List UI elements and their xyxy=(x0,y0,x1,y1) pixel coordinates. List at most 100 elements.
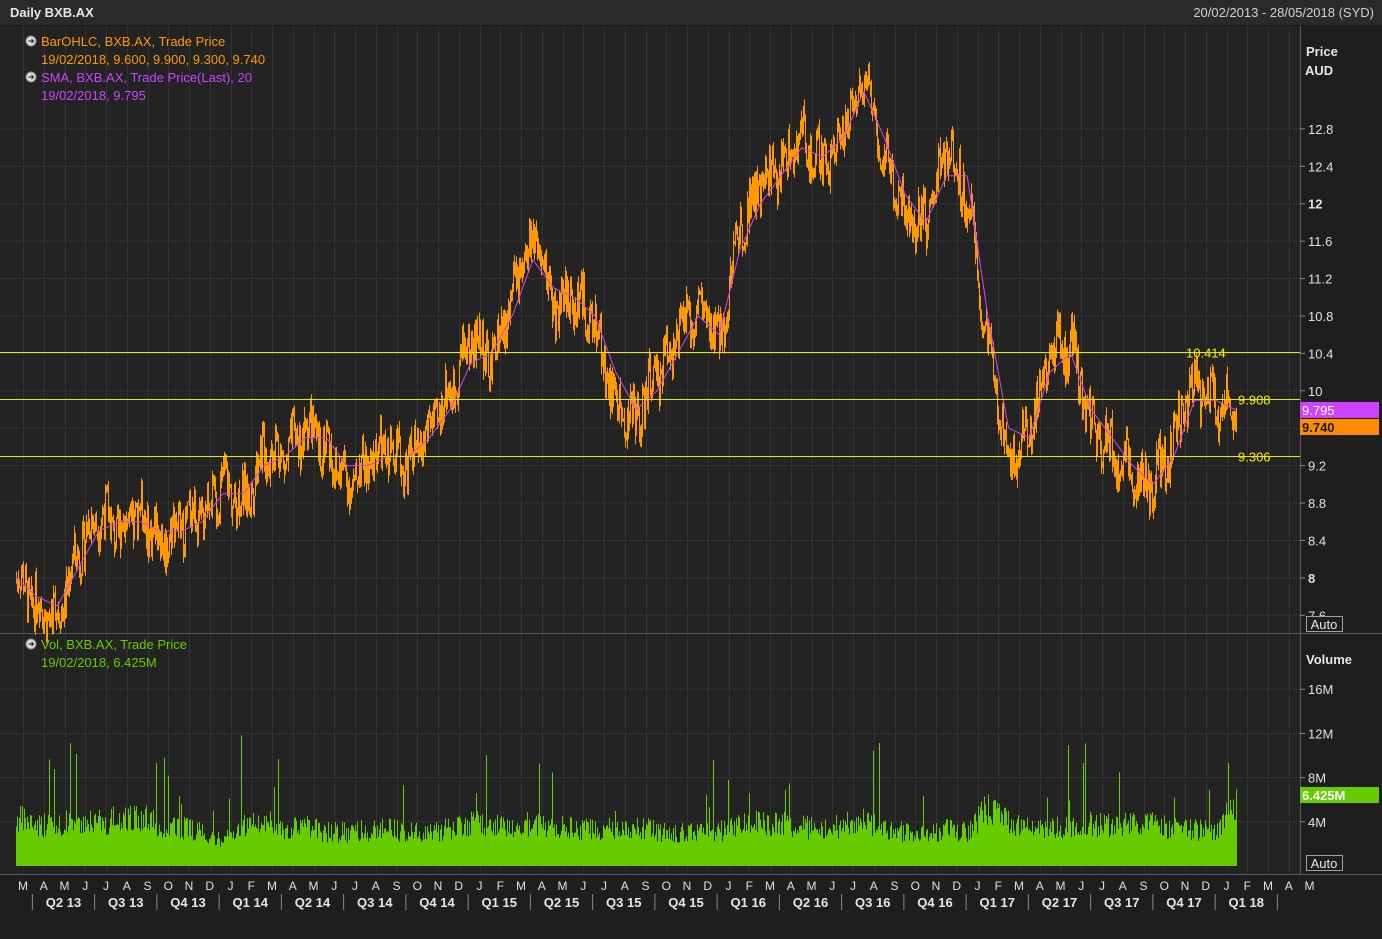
month-label: M xyxy=(267,879,277,893)
price-axis-title: Price xyxy=(1306,44,1338,59)
quarter-label: Q3 15 xyxy=(606,895,641,910)
sma-last-tag xyxy=(1300,401,1379,418)
price-auto-label[interactable]: Auto xyxy=(1311,617,1338,632)
month-label: F xyxy=(1244,879,1251,893)
month-label: M xyxy=(765,879,775,893)
title-bar xyxy=(0,0,1382,25)
month-label: D xyxy=(952,879,961,893)
price-auto-button-frame[interactable] xyxy=(1306,616,1343,632)
month-label: A xyxy=(123,879,131,893)
quarter-label: Q4 17 xyxy=(1166,895,1201,910)
price-tick-label: 10 xyxy=(1308,384,1322,399)
month-label: M xyxy=(807,879,817,893)
month-label: O xyxy=(164,879,173,893)
quarter-label: Q3 13 xyxy=(108,895,143,910)
month-label: A xyxy=(1119,879,1127,893)
month-label: J xyxy=(82,879,88,893)
month-label: F xyxy=(746,879,753,893)
month-label: O xyxy=(1160,879,1169,893)
quarter-label: Q1 14 xyxy=(233,895,269,910)
quarter-label: Q4 16 xyxy=(917,895,952,910)
legend-series-name: SMA, BXB.AX, Trade Price(Last), 20 xyxy=(41,70,252,85)
month-label: A xyxy=(787,879,795,893)
month-label: S xyxy=(890,879,898,893)
month-label: N xyxy=(1181,879,1190,893)
price-tick-label: 10.8 xyxy=(1308,309,1333,324)
volume-last-tag: 6.425M xyxy=(1300,787,1379,804)
month-label: A xyxy=(870,879,878,893)
price-tick-label: 9.2 xyxy=(1308,459,1326,474)
quarter-label: Q2 15 xyxy=(544,895,579,910)
month-label: M xyxy=(18,879,28,893)
quarter-label: Q3 17 xyxy=(1104,895,1139,910)
quarter-label: Q4 14 xyxy=(419,895,455,910)
price-plot-area xyxy=(0,26,1300,634)
sma-last-value: 9.795 xyxy=(1302,403,1335,418)
month-label: S xyxy=(392,879,400,893)
quarter-label: Q3 14 xyxy=(357,895,393,910)
month-label: N xyxy=(185,879,194,893)
date-range: 20/02/2013 - 28/05/2018 (SYD) xyxy=(1193,5,1374,20)
month-label: D xyxy=(703,879,712,893)
quarter-label: Q2 17 xyxy=(1042,895,1077,910)
price-tick-label: 12.4 xyxy=(1308,159,1333,174)
month-label: D xyxy=(205,879,214,893)
quarter-label: Q3 16 xyxy=(855,895,890,910)
legend-series-name: Vol, BXB.AX, Trade Price xyxy=(41,637,187,652)
month-label: O xyxy=(662,879,671,893)
month-label: J xyxy=(829,879,835,893)
price-tick-label: 8 xyxy=(1308,571,1315,586)
price-legend: BarOHLC, BXB.AX, Trade Price 19/02/2018, … xyxy=(25,34,265,103)
reference-line-label: 10.414 xyxy=(1186,346,1226,361)
month-label: N xyxy=(434,879,443,893)
volume-auto-button[interactable]: Auto xyxy=(1306,855,1343,872)
quarter-label: Q4 15 xyxy=(668,895,703,910)
month-label: O xyxy=(413,879,422,893)
volume-tick-label: 12M xyxy=(1308,726,1333,741)
month-label: J xyxy=(975,879,981,893)
month-label: A xyxy=(1285,879,1293,893)
month-label: F xyxy=(497,879,504,893)
month-label: A xyxy=(538,879,546,893)
volume-auto-button-frame[interactable] xyxy=(1306,855,1343,871)
volume-last-value: 6.425M xyxy=(1302,788,1345,803)
legend-series-values: 19/02/2018, 9.600, 9.900, 9.300, 9.740 xyxy=(41,52,265,67)
legend-arrow-icon xyxy=(28,641,35,647)
month-label: M xyxy=(558,879,568,893)
month-label: J xyxy=(1099,879,1105,893)
quarter-label: Q1 15 xyxy=(482,895,517,910)
quarter-label: Q4 13 xyxy=(170,895,205,910)
month-label: A xyxy=(1036,879,1044,893)
last-value-tags: 9.795 9.740 xyxy=(1300,401,1379,435)
month-label: S xyxy=(641,879,649,893)
month-label: S xyxy=(143,879,151,893)
volume-legend: Vol, BXB.AX, Trade Price 19/02/2018, 6.42… xyxy=(25,637,187,670)
month-label: J xyxy=(601,879,607,893)
quarter-label: Q1 16 xyxy=(731,895,766,910)
price-ohlc-series xyxy=(16,61,1237,645)
quarter-label: Q1 18 xyxy=(1229,895,1264,910)
month-label: M xyxy=(309,879,319,893)
month-label: J xyxy=(580,879,586,893)
price-tick-label: 12.8 xyxy=(1308,122,1333,137)
volume-axis: 16M 12M 8M 4M xyxy=(1300,682,1333,830)
price-tick-label: 11.2 xyxy=(1308,272,1332,287)
month-label: S xyxy=(1139,879,1147,893)
month-label: A xyxy=(40,879,48,893)
price-tick-label: 8.4 xyxy=(1308,533,1326,548)
volume-auto-label[interactable]: Auto xyxy=(1311,856,1338,871)
price-tick-label: 11.6 xyxy=(1308,234,1332,249)
price-auto-button[interactable]: Auto xyxy=(1306,616,1343,633)
month-label: D xyxy=(1201,879,1210,893)
month-label: M xyxy=(1056,879,1066,893)
reference-line-label: 9.908 xyxy=(1238,393,1271,408)
month-label: M xyxy=(516,879,526,893)
month-label: J xyxy=(1224,879,1230,893)
quarter-label: Q2 16 xyxy=(793,895,828,910)
month-label: J xyxy=(331,879,337,893)
volume-last-tag-box xyxy=(1300,787,1379,804)
month-label: O xyxy=(911,879,920,893)
quarter-label: Q1 17 xyxy=(980,895,1015,910)
